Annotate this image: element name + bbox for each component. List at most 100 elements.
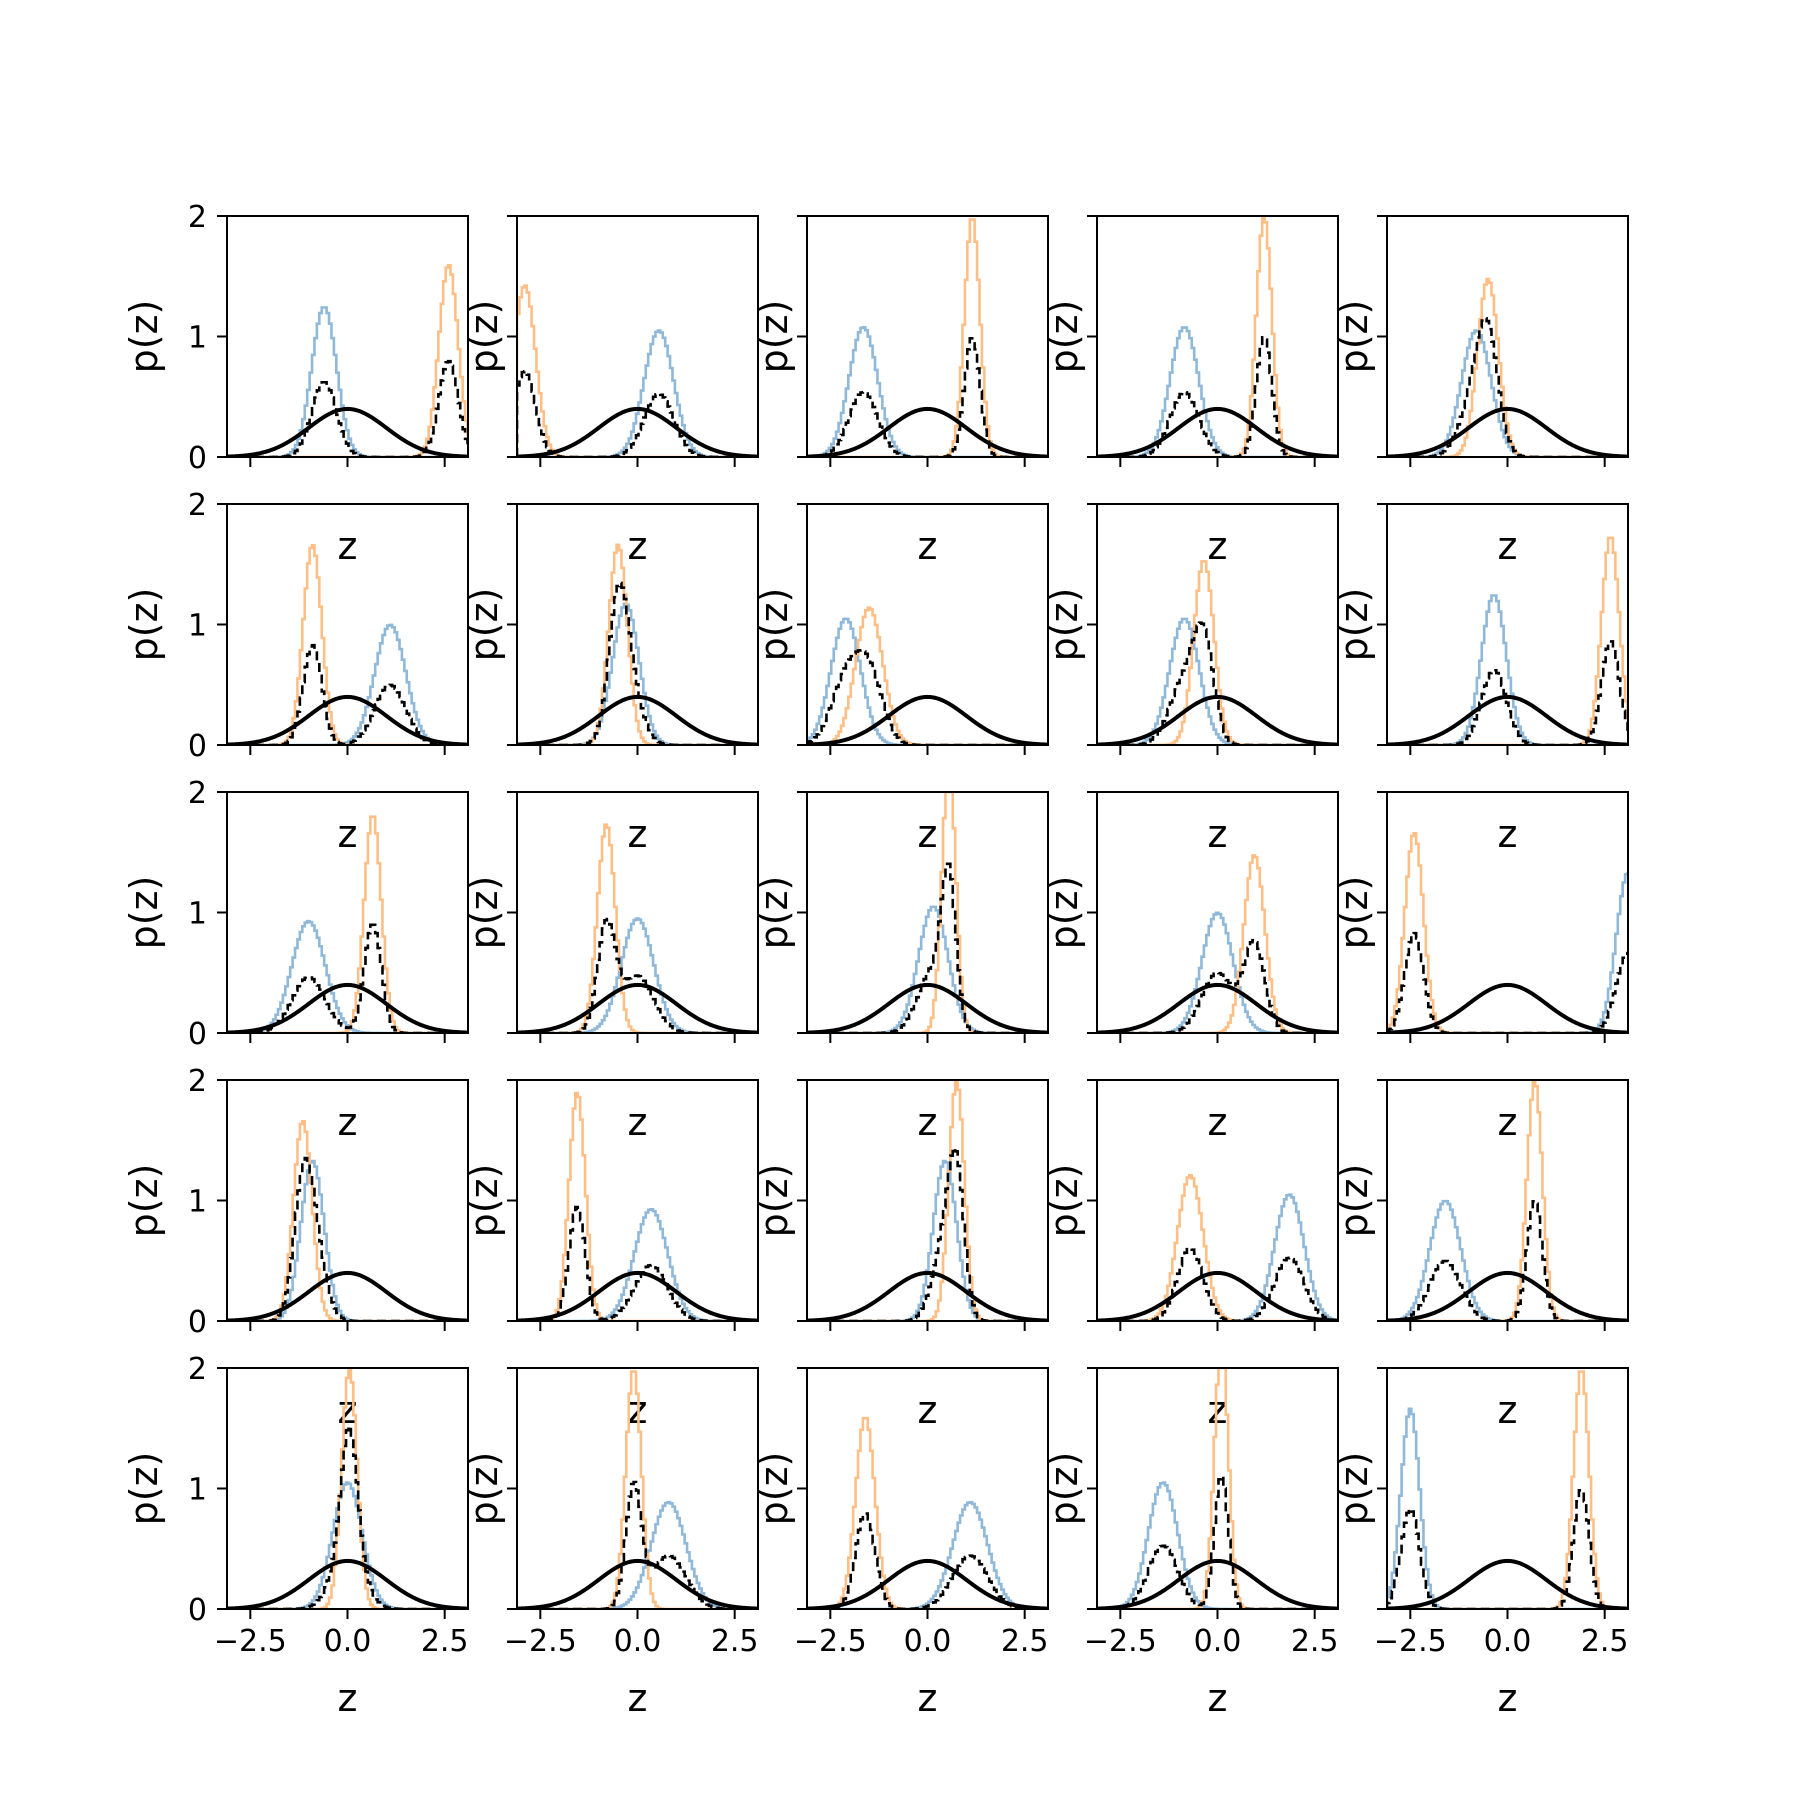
y-tick-label: 0 xyxy=(188,729,207,764)
x-tick-label: 2.5 xyxy=(421,1624,469,1659)
x-tick-label: 0.0 xyxy=(904,1624,952,1659)
subplot-r2-c1: 0 1 2 z p(z) xyxy=(122,488,469,856)
subplot-r1-c4: z p(z) xyxy=(1042,215,1339,568)
prior-gaussian-curve xyxy=(517,1270,758,1321)
x-axis-label: z xyxy=(1498,1100,1518,1144)
mixture-histogram xyxy=(1387,1488,1628,1609)
prior-gaussian-curve xyxy=(227,982,468,1033)
x-tick-label: 2.5 xyxy=(1291,1624,1339,1659)
subplot-r5-c2: −2.5 0.0 2.5 z p(z) xyxy=(462,1367,759,1720)
subplot-r2-c5: z p(z) xyxy=(1332,503,1629,856)
y-tick-label: 0 xyxy=(188,441,207,476)
mixture-histogram xyxy=(227,1425,468,1609)
subplot-r4-c4: z p(z) xyxy=(1042,1079,1339,1432)
y-tick-label: 1 xyxy=(188,897,207,932)
y-tick-label: 2 xyxy=(188,1064,207,1099)
subplot-r1-c1: 0 1 2 z p(z) xyxy=(122,200,469,568)
blue-histogram xyxy=(227,1481,468,1609)
subplot-r2-c2: z p(z) xyxy=(462,503,759,856)
x-axis-label: z xyxy=(918,524,938,568)
x-tick-label: −2.5 xyxy=(1084,1624,1157,1659)
x-axis-label: z xyxy=(338,812,358,856)
plot-area xyxy=(517,1370,758,1609)
x-axis-label: z xyxy=(338,524,358,568)
mixture-histogram xyxy=(517,1205,758,1321)
subplot-r2-c3: z p(z) xyxy=(752,503,1049,856)
plot-area xyxy=(1387,277,1628,457)
subplot-r3-c1: 0 1 2 z p(z) xyxy=(122,776,469,1144)
prior-gaussian-curve xyxy=(807,1558,1048,1609)
plot-area xyxy=(1097,560,1338,745)
prior-gaussian-curve xyxy=(1097,1270,1338,1321)
plot-area xyxy=(1097,216,1338,457)
prior-gaussian-curve xyxy=(1387,406,1628,457)
mixture-histogram xyxy=(517,917,758,1033)
orange-histogram xyxy=(1387,536,1628,745)
blue-histogram xyxy=(227,919,468,1033)
axes-frame xyxy=(1096,215,1339,458)
y-tick-label: 2 xyxy=(188,776,207,811)
plot-area xyxy=(1387,832,1628,1033)
x-axis-label: z xyxy=(918,812,938,856)
orange-histogram xyxy=(1387,1370,1628,1609)
prior-gaussian-curve xyxy=(517,1558,758,1609)
prior-gaussian-curve xyxy=(1387,1558,1628,1609)
prior-gaussian-curve xyxy=(1387,982,1628,1033)
y-axis-label: p(z) xyxy=(1332,876,1376,950)
orange-histogram xyxy=(517,1370,758,1609)
subplot-r5-c4: −2.5 0.0 2.5 z p(z) xyxy=(1042,1367,1339,1720)
orange-histogram xyxy=(227,1120,468,1321)
orange-histogram xyxy=(517,284,758,457)
subplot-r1-c3: z p(z) xyxy=(752,215,1049,568)
x-tick-label: 2.5 xyxy=(1581,1624,1629,1659)
x-tick-label: 2.5 xyxy=(1001,1624,1049,1659)
prior-gaussian-curve xyxy=(227,406,468,457)
y-axis-label: p(z) xyxy=(752,588,796,662)
prior-gaussian-curve xyxy=(1097,1558,1338,1609)
y-tick-label: 1 xyxy=(188,609,207,644)
prior-gaussian-curve xyxy=(227,1270,468,1321)
subplot-r1-c5: z p(z) xyxy=(1332,215,1629,568)
y-tick-label: 0 xyxy=(188,1017,207,1052)
prior-gaussian-curve xyxy=(227,694,468,745)
x-tick-label: 0.0 xyxy=(1484,1624,1532,1659)
plot-area xyxy=(807,1416,1048,1609)
y-axis-label: p(z) xyxy=(752,300,796,374)
x-axis-label: z xyxy=(628,524,648,568)
x-axis-label: z xyxy=(1208,1388,1228,1432)
x-tick-label: 2.5 xyxy=(711,1624,759,1659)
plot-area xyxy=(1097,1368,1338,1609)
y-axis-label: p(z) xyxy=(1332,300,1376,374)
x-axis-label: z xyxy=(918,1676,938,1720)
orange-histogram xyxy=(807,218,1048,457)
x-axis-label: z xyxy=(338,1676,358,1720)
orange-histogram xyxy=(807,606,1048,745)
plot-area xyxy=(227,263,468,457)
subplot-r5-c3: −2.5 0.0 2.5 z p(z) xyxy=(752,1367,1049,1720)
y-tick-label: 2 xyxy=(188,200,207,235)
subplot-r5-c1: −2.5 0.0 2.5 0 1 2 z p(z) xyxy=(122,1352,469,1720)
y-axis-label: p(z) xyxy=(1332,1164,1376,1238)
y-tick-label: 2 xyxy=(188,1352,207,1387)
subplot-r3-c2: z p(z) xyxy=(462,791,759,1144)
blue-histogram xyxy=(517,1208,758,1321)
prior-gaussian-curve xyxy=(227,1558,468,1609)
blue-histogram xyxy=(1097,911,1338,1033)
x-axis-label: z xyxy=(338,1100,358,1144)
y-axis-label: p(z) xyxy=(1042,1164,1086,1238)
y-axis-label: p(z) xyxy=(462,1164,506,1238)
y-axis-label: p(z) xyxy=(1042,300,1086,374)
mixture-histogram xyxy=(227,923,468,1033)
blue-histogram xyxy=(807,1159,1048,1321)
prior-gaussian-curve xyxy=(517,694,758,745)
prior-gaussian-curve xyxy=(517,982,758,1033)
mixture-histogram xyxy=(807,336,1048,457)
orange-histogram xyxy=(1097,854,1338,1033)
plot-area xyxy=(227,544,468,745)
blue-histogram xyxy=(1097,1481,1338,1609)
plot-area xyxy=(227,1120,468,1321)
orange-histogram xyxy=(517,543,758,745)
blue-histogram xyxy=(1097,326,1338,457)
orange-histogram xyxy=(227,815,468,1033)
mixture-histogram xyxy=(1387,316,1628,457)
